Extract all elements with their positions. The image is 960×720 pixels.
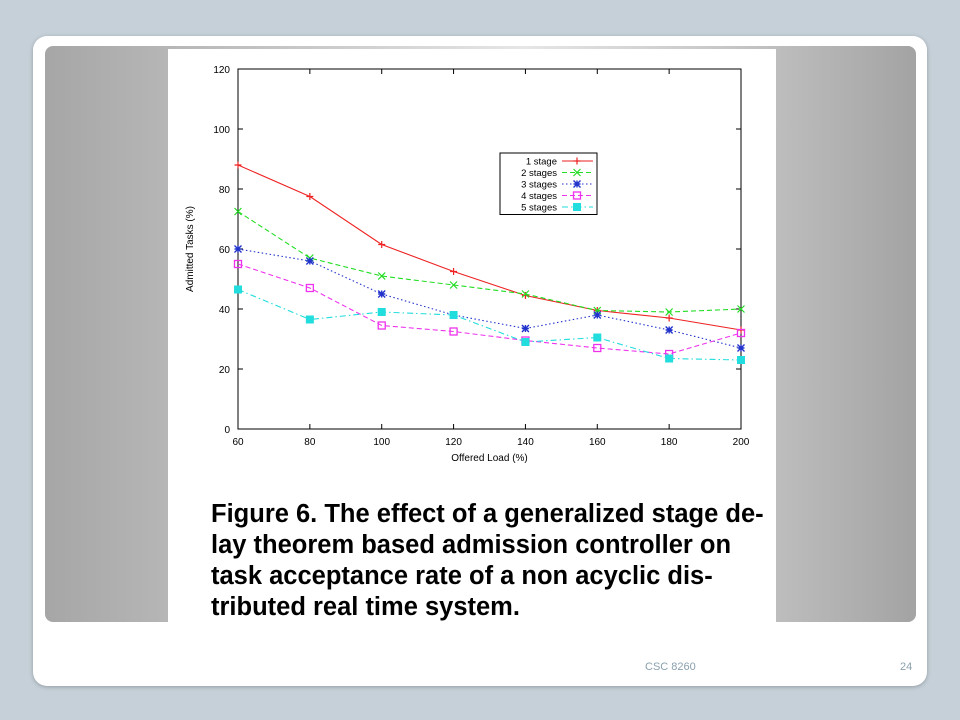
series-line xyxy=(237,263,742,355)
y-tick-label: 120 xyxy=(213,65,230,76)
y-tick-label: 80 xyxy=(219,185,231,196)
data-point xyxy=(737,305,745,313)
caption-line: tributed real time system. xyxy=(211,593,520,621)
data-point xyxy=(593,333,602,342)
series-line xyxy=(237,211,742,313)
data-point xyxy=(377,290,386,298)
data-point xyxy=(377,308,386,316)
x-tick-label: 140 xyxy=(517,437,534,448)
legend-label: 2 stages xyxy=(521,168,557,179)
x-tick-label: 80 xyxy=(304,437,316,448)
chart-axes: 0 20 40 60 80 100 120 60 80 100 120 140 160 180 200 Off… xyxy=(185,65,750,464)
data-point xyxy=(233,259,243,269)
legend-label: 5 stages xyxy=(521,203,557,214)
legend-label: 3 stages xyxy=(521,180,557,191)
figure-image: 0 20 40 60 80 100 120 60 80 100 120 140 160 180 200 Off… xyxy=(168,49,776,622)
series-line xyxy=(237,164,742,331)
data-point xyxy=(378,241,386,248)
data-point xyxy=(573,203,581,211)
chart-series xyxy=(233,161,746,364)
plot-frame xyxy=(237,68,742,430)
caption-line: Figure 6. The effect of a generalized st… xyxy=(211,500,764,528)
line-chart: 0 20 40 60 80 100 120 60 80 100 120 140 160 180 200 Off… xyxy=(185,65,750,464)
x-tick-label: 100 xyxy=(373,437,390,448)
data-point xyxy=(234,285,242,294)
legend-label: 1 stage xyxy=(526,157,557,168)
x-tick-label: 200 xyxy=(733,437,750,448)
data-point xyxy=(449,311,458,319)
data-point xyxy=(306,193,314,200)
data-point xyxy=(737,344,745,352)
data-point xyxy=(234,245,242,253)
data-point xyxy=(573,168,581,177)
data-point xyxy=(572,191,582,200)
data-point xyxy=(737,356,745,364)
y-tick-label: 0 xyxy=(224,425,230,436)
footer-course: CSC 8260 xyxy=(645,661,696,673)
y-tick-label: 100 xyxy=(213,125,230,136)
x-axis-label: Offered Load (%) xyxy=(451,453,528,464)
data-point xyxy=(573,157,581,165)
data-point xyxy=(665,314,673,322)
y-tick-label: 20 xyxy=(219,365,231,376)
series-line xyxy=(237,288,742,361)
figure-caption: Figure 6. The effect of a generalized st… xyxy=(211,499,764,623)
data-point xyxy=(305,257,314,265)
data-point xyxy=(234,161,242,169)
data-point xyxy=(593,343,602,353)
data-point xyxy=(521,324,530,333)
data-point xyxy=(449,281,458,289)
data-point xyxy=(665,326,674,334)
y-tick-label: 60 xyxy=(219,245,231,256)
slide-number: 24 xyxy=(900,661,913,673)
data-point xyxy=(521,338,530,346)
y-tick-label: 40 xyxy=(219,305,231,316)
x-tick-label: 160 xyxy=(589,437,606,448)
data-point xyxy=(234,207,242,216)
legend-label: 4 stages xyxy=(521,191,557,202)
data-point xyxy=(573,180,581,188)
x-tick-label: 180 xyxy=(661,437,678,448)
data-point xyxy=(736,328,746,338)
data-point xyxy=(593,311,602,319)
data-point xyxy=(377,272,386,280)
data-point xyxy=(665,308,674,316)
data-point xyxy=(450,268,458,275)
data-point xyxy=(305,283,315,293)
data-point xyxy=(521,292,529,299)
caption-line: lay theorem based admission controller o… xyxy=(211,531,732,559)
data-point xyxy=(521,290,530,298)
x-tick-label: 60 xyxy=(232,437,244,448)
data-point xyxy=(305,315,314,324)
x-tick-label: 120 xyxy=(445,437,462,448)
data-point xyxy=(665,354,674,363)
data-point xyxy=(377,321,386,330)
caption-line: task acceptance rate of a non acyclic di… xyxy=(211,562,713,590)
data-point xyxy=(449,327,458,336)
y-axis-label: Admitted Tasks (%) xyxy=(185,206,196,292)
